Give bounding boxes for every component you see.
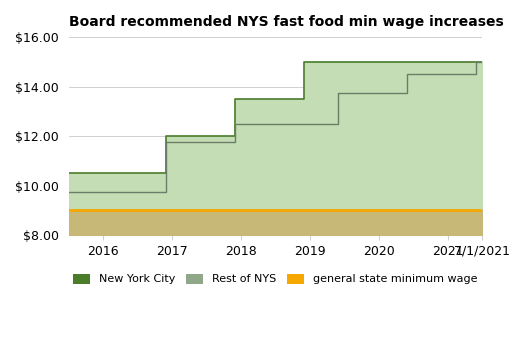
Legend: New York City, Rest of NYS, general state minimum wage: New York City, Rest of NYS, general stat… — [69, 269, 482, 289]
Text: Board recommended NYS fast food min wage increases: Board recommended NYS fast food min wage… — [69, 15, 503, 29]
